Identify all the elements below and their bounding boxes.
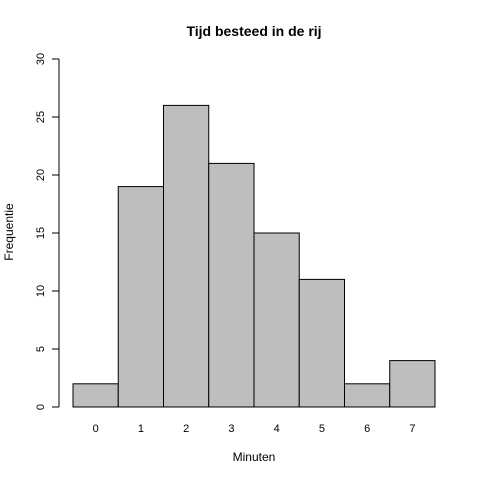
y-tick-label: 0 — [35, 404, 47, 410]
x-tick-label: 5 — [319, 423, 325, 435]
bar-7 — [389, 360, 436, 408]
y-tick-label: 15 — [35, 227, 47, 239]
y-ticks: 0 5 10 15 20 25 30 — [35, 53, 59, 410]
bar-3 — [208, 162, 255, 408]
bar-1 — [117, 186, 164, 408]
bar-5 — [298, 278, 345, 408]
x-tick-label: 6 — [364, 423, 370, 435]
y-tick-label: 10 — [35, 285, 47, 297]
y-tick-label: 25 — [35, 111, 47, 123]
y-axis: 0 5 10 15 20 25 30 — [35, 53, 60, 410]
y-tick-label: 20 — [35, 169, 47, 181]
y-axis-label: Frequentie — [2, 203, 16, 261]
x-tick-label: 2 — [183, 423, 189, 435]
y-tick-label: 5 — [35, 346, 47, 352]
chart-title: Tijd besteed in de rij — [186, 23, 321, 39]
bar-0 — [72, 383, 119, 408]
bar-6 — [344, 383, 391, 408]
x-tick-label: 1 — [138, 423, 144, 435]
x-tick-label: 7 — [409, 423, 415, 435]
x-axis-label: Minuten — [233, 450, 276, 464]
y-tick-label: 30 — [35, 53, 47, 65]
bar-2 — [163, 104, 210, 408]
bar-4 — [253, 232, 300, 408]
x-tick-label: 0 — [93, 423, 99, 435]
x-tick-label: 3 — [228, 423, 234, 435]
x-tick-label: 4 — [274, 423, 280, 435]
bars-group — [72, 104, 436, 408]
x-tick-labels: 0 1 2 3 4 5 6 7 — [93, 423, 416, 435]
